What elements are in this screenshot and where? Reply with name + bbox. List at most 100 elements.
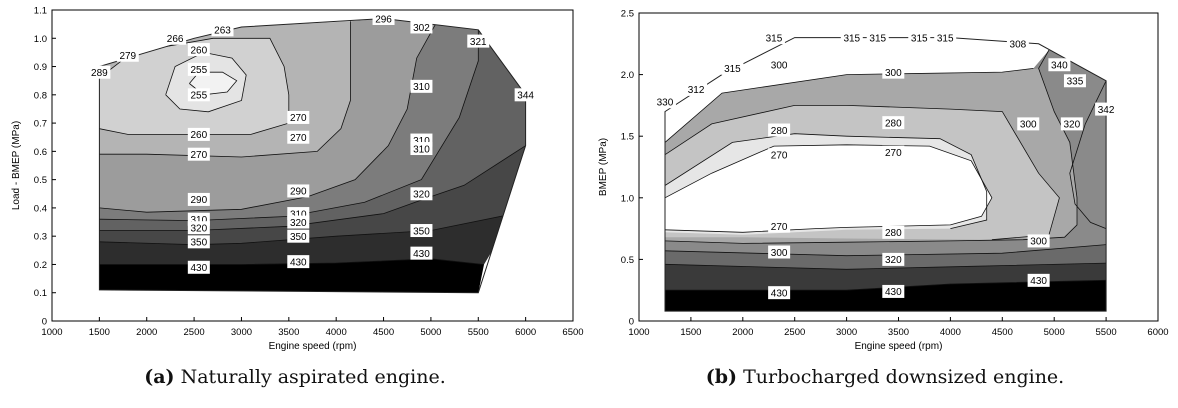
contour-value-label: 300 [1020, 120, 1037, 131]
contour-value-label: 315 [869, 33, 886, 44]
y-tick-label: 0.5 [621, 255, 634, 266]
contour-label: 320 [882, 252, 905, 266]
contour-label: 330 [653, 95, 676, 109]
contour-label: 270 [882, 145, 905, 159]
contour-label: 279 [116, 48, 139, 62]
contour-value-label: 290 [290, 187, 307, 198]
y-tick-label: 0.1 [34, 288, 47, 299]
contour-line-5 [665, 105, 1060, 241]
contour-value-label: 350 [190, 238, 207, 249]
contour-label: 312 [685, 82, 708, 96]
contour-value-label: 270 [771, 222, 788, 233]
contour-label: 300 [768, 58, 791, 72]
contour-label: 300 [882, 65, 905, 79]
y-tick-label: 0.5 [34, 175, 47, 186]
contour-value-label: 310 [413, 144, 430, 155]
contour-line-6 [665, 133, 988, 229]
contour-value-label: 270 [771, 150, 788, 161]
contour-value-label: 300 [771, 61, 788, 72]
contour-value-label: 335 [1067, 77, 1084, 88]
y-tick-label: 1.0 [621, 193, 634, 204]
contour-value-label: 430 [190, 263, 207, 274]
contour-value-label: 312 [688, 85, 705, 96]
contour-label: 315 [908, 31, 931, 44]
contour-line-2 [665, 244, 1107, 257]
contour-value-label: 290 [190, 195, 207, 206]
contour-band-4 [99, 24, 479, 221]
x-tick-label: 5500 [468, 327, 489, 338]
contour-value-label: 320 [413, 190, 430, 201]
x-tick-label: 2000 [732, 327, 753, 338]
x-tick-label: 4500 [992, 327, 1013, 338]
contour-label: 300 [1017, 117, 1040, 131]
contour-label: 310 [410, 142, 433, 155]
contour-label: 430 [410, 246, 433, 260]
contour-label: 290 [187, 192, 210, 206]
contour-line-5 [99, 21, 351, 158]
x-tick-label: 1500 [89, 327, 110, 338]
contour-value-label: 260 [190, 45, 207, 56]
contour-value-label: 430 [1030, 276, 1047, 287]
contour-value-label: 430 [771, 288, 788, 299]
x-tick-label: 2000 [136, 327, 157, 338]
y-tick-label: 0.6 [34, 147, 47, 158]
contour-label: 320 [287, 215, 310, 229]
contour-label: 310 [410, 79, 433, 93]
x-tick-label: 2500 [184, 327, 205, 338]
contour-line-3 [99, 29, 479, 222]
contour-value-label: 315 [766, 33, 783, 44]
contour-line-4 [665, 68, 1034, 143]
contour-value-label: 296 [375, 14, 392, 25]
contour-label: 430 [1027, 273, 1050, 287]
y-tick-label: 0.3 [34, 232, 47, 243]
contour-line-7 [665, 144, 993, 233]
contour-label: 315 [934, 31, 957, 44]
contour-label: 289 [88, 65, 111, 79]
x-tick-label: 5000 [1044, 327, 1065, 338]
contour-band-5 [99, 18, 436, 213]
contour-chart-b: 1000 1500 2000 2500 3000 3500 4000 4500 5000 5500… [598, 9, 1169, 353]
contour-label: 320 [187, 221, 210, 235]
x-tick-label: 3000 [231, 327, 252, 338]
contour-value-label: 300 [885, 68, 902, 79]
contour-label: 280 [768, 123, 791, 137]
contour-label: 315 [840, 31, 863, 44]
x-tick-label: 1500 [680, 327, 701, 338]
contour-label: 340 [1048, 58, 1071, 72]
contour-value-label: 430 [885, 287, 902, 298]
contour-label: 260 [187, 127, 210, 141]
contour-label: 260 [187, 43, 210, 56]
contour-chart-a: 1000 1500 2000 2500 3000 3500 4000 4500 5000 5500… [11, 6, 584, 353]
x-tick-label: 4500 [373, 327, 394, 338]
contour-value-label: 310 [190, 215, 207, 226]
y-tick-label: 1.5 [621, 132, 634, 143]
contour-fill-group [99, 18, 526, 293]
y-axis-label: BMEP (MPa) [598, 138, 609, 196]
contour-label: 270 [287, 130, 310, 144]
contour-line-4 [99, 23, 436, 213]
contour-value-label: 320 [1064, 120, 1081, 131]
contour-value-label: 280 [885, 118, 902, 129]
contour-value-label: 320 [885, 255, 902, 266]
contour-value-label: 266 [167, 34, 184, 45]
contour-value-label: 320 [290, 218, 307, 229]
caption-b-tag: (b) [705, 366, 738, 388]
contour-label: 280 [882, 116, 905, 129]
contour-value-label: 255 [190, 65, 207, 76]
contour-value-label: 310 [413, 136, 430, 147]
y-tick-label: 2.0 [621, 70, 634, 81]
y-tick-label: 2.5 [621, 9, 634, 20]
contour-value-label: 330 [657, 98, 674, 109]
x-tick-label: 1000 [628, 327, 649, 338]
contour-value-label: 289 [91, 68, 108, 79]
x-tick-label: 5000 [420, 327, 441, 338]
contour-value-label: 280 [771, 126, 788, 137]
contour-value-label: 302 [413, 23, 430, 34]
caption-a-text: Naturally aspirated engine. [180, 366, 446, 388]
x-tick-label: 6500 [562, 327, 583, 338]
contour-value-label: 315 [843, 33, 860, 44]
contour-value-label: 270 [290, 113, 307, 124]
y-axis-label: Load - BMEP (MPa) [11, 121, 22, 210]
contour-label: 315 [762, 31, 785, 44]
contour-label: 270 [287, 110, 310, 124]
